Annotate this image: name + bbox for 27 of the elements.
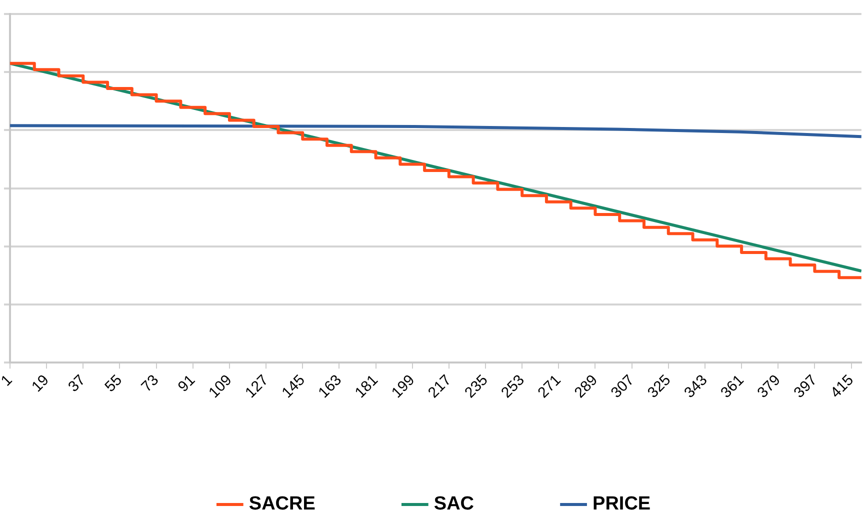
x-tick-label: 91 (174, 372, 199, 396)
x-tick-label: 55 (102, 372, 126, 396)
x-tick-label: 361 (718, 372, 748, 402)
legend-label: SAC (434, 494, 474, 515)
x-tick-label: 397 (790, 372, 820, 402)
x-tick-label: 307 (608, 372, 638, 402)
legend-label: SACRE (248, 494, 316, 515)
x-tick-label: 199 (388, 372, 418, 402)
x-tick-label: 163 (315, 372, 345, 402)
x-tick-label: 181 (352, 372, 382, 402)
x-tick-label: 235 (462, 372, 492, 402)
x-tick-label: 1 (0, 372, 16, 390)
x-tick-label: 73 (138, 372, 162, 396)
x-tick-label: 253 (498, 372, 528, 402)
x-tick-label: 289 (571, 372, 601, 402)
x-tick-label: 415 (827, 372, 858, 402)
x-tick-label: 271 (534, 372, 564, 402)
legend-label: PRICE (592, 494, 651, 515)
x-tick-label: 325 (644, 372, 674, 402)
x-tick-label: 217 (424, 372, 455, 402)
x-tick-label: 109 (206, 372, 236, 402)
x-tick-label: 145 (278, 372, 308, 402)
x-tick-label: 127 (242, 372, 272, 402)
x-tick-label: 343 (681, 372, 711, 402)
x-tick-label: 19 (28, 372, 52, 396)
x-tick-label: 379 (754, 372, 784, 402)
x-tick-label: 37 (65, 372, 89, 396)
